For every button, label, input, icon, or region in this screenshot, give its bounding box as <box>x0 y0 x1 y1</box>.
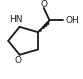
Text: OH: OH <box>66 16 79 25</box>
Text: O: O <box>40 0 47 9</box>
Text: O: O <box>14 56 21 65</box>
Text: HN: HN <box>9 15 22 24</box>
